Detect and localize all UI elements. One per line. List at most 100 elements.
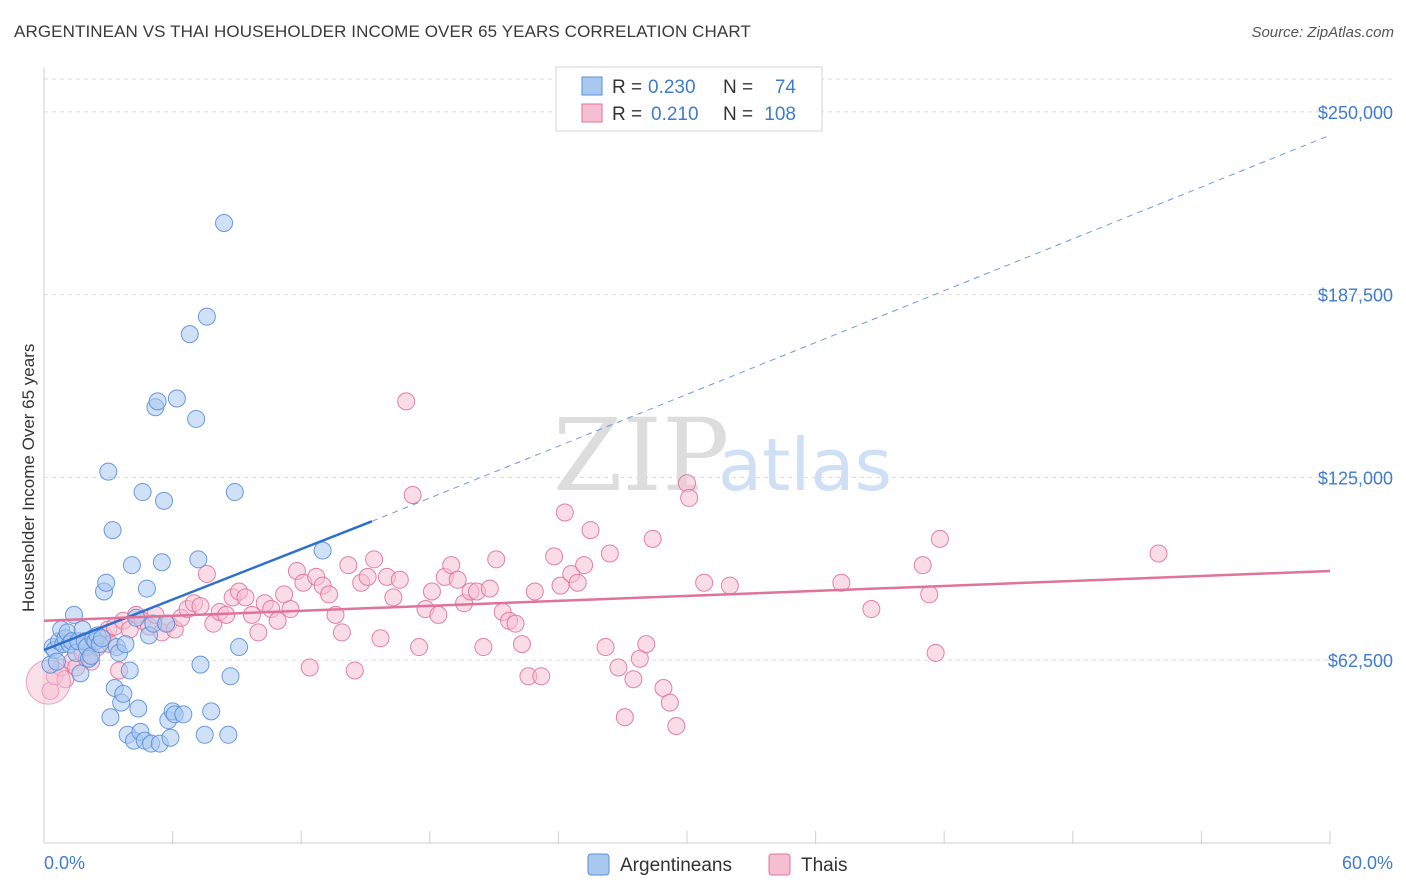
data-point	[225, 483, 244, 502]
data-point	[410, 638, 429, 657]
legend-swatch-argentineans	[581, 76, 603, 96]
data-point	[695, 573, 714, 592]
data-point	[197, 307, 216, 326]
data-point	[219, 725, 238, 744]
data-point	[152, 553, 171, 572]
data-point	[429, 605, 448, 624]
data-point	[545, 547, 564, 566]
data-point	[832, 573, 851, 592]
legend-swatch-thais	[581, 103, 603, 123]
data-point	[637, 635, 656, 654]
data-point	[148, 392, 167, 411]
grid-lines	[44, 78, 1395, 661]
data-point	[532, 667, 551, 686]
data-point	[926, 643, 945, 662]
data-point	[101, 708, 120, 727]
bottom-legend-swatch-thais	[768, 853, 791, 876]
data-point	[930, 529, 949, 548]
data-point	[281, 600, 300, 619]
data-point	[600, 544, 619, 563]
trend-lines	[43, 134, 1331, 652]
data-point	[358, 567, 377, 586]
data-point	[97, 573, 116, 592]
data-point	[221, 667, 240, 686]
legend-r-label-2: R =	[612, 104, 642, 125]
data-point	[862, 600, 881, 619]
data-point	[137, 579, 156, 598]
data-point	[480, 579, 499, 598]
data-point	[116, 635, 135, 654]
data-point	[215, 214, 234, 232]
data-point	[643, 529, 662, 548]
data-point	[189, 550, 208, 569]
y-tick-label: $62,500	[1328, 651, 1393, 671]
data-point	[422, 582, 441, 601]
data-point	[197, 564, 216, 583]
argentineans-trend-line	[43, 520, 373, 652]
data-point	[624, 670, 643, 689]
data-point	[1149, 544, 1168, 563]
bottom-legend-thais: Thais	[801, 855, 847, 876]
data-point	[339, 556, 358, 575]
data-point	[230, 638, 249, 657]
legend-r-value-1: 0.230	[648, 77, 696, 98]
y-axis-label: Householder Income Over 65 years	[19, 344, 38, 612]
data-point	[913, 556, 932, 575]
data-point	[191, 597, 210, 616]
legend-r-label-1: R =	[612, 77, 642, 98]
chart-title: ARGENTINEAN VS THAI HOUSEHOLDER INCOME O…	[14, 22, 751, 41]
data-point	[99, 462, 118, 481]
data-point	[474, 638, 493, 657]
y-tick-labels: $62,500 $125,000 $187,500 $250,000	[1318, 103, 1393, 671]
legend-r-value-2: 0.210	[651, 104, 699, 125]
axes	[43, 68, 1331, 844]
watermark-zip: ZIP	[553, 397, 729, 514]
data-point	[525, 582, 544, 601]
data-point	[92, 629, 111, 648]
data-point	[202, 702, 221, 721]
data-point	[551, 576, 570, 595]
data-point	[71, 664, 90, 683]
data-point	[236, 588, 255, 607]
chart-source: Source: ZipAtlas.com	[1251, 24, 1394, 41]
data-point	[680, 488, 699, 507]
argentineans-points	[41, 214, 332, 753]
data-point	[180, 325, 199, 344]
x-tick-label-max: 60.0%	[1342, 853, 1393, 873]
data-point	[506, 614, 525, 633]
data-point	[332, 623, 351, 642]
data-point	[155, 491, 174, 510]
data-point	[615, 708, 634, 727]
data-point	[390, 570, 409, 589]
data-point	[365, 550, 384, 569]
data-point	[195, 725, 214, 744]
data-point	[667, 717, 686, 736]
data-point	[720, 576, 739, 595]
data-point	[133, 483, 152, 502]
legend-n-label-1: N =	[723, 77, 753, 98]
y-tick-label: $250,000	[1318, 103, 1393, 123]
data-point	[397, 392, 416, 411]
data-point	[167, 389, 186, 408]
series-legend: Argentineans Thais	[587, 853, 847, 876]
data-point	[345, 661, 364, 680]
data-point	[920, 585, 939, 604]
data-point	[660, 693, 679, 712]
data-point	[320, 585, 339, 604]
legend-n-value-2: 108	[764, 104, 796, 125]
data-point	[114, 684, 133, 703]
legend-n-label-2: N =	[723, 104, 753, 125]
data-point	[512, 635, 531, 654]
data-point	[249, 623, 268, 642]
data-point	[103, 521, 122, 540]
stats-legend: R = 0.230 N = 74 R = 0.210 N = 108	[555, 66, 823, 132]
data-point	[384, 588, 403, 607]
data-point	[157, 614, 176, 633]
data-point	[300, 658, 319, 677]
watermark-atlas: atlas	[718, 423, 892, 507]
data-point	[403, 485, 422, 504]
x-tick-label-min: 0.0%	[44, 853, 85, 873]
data-point	[191, 655, 210, 674]
data-point	[581, 521, 600, 540]
thais-points	[25, 392, 1168, 736]
